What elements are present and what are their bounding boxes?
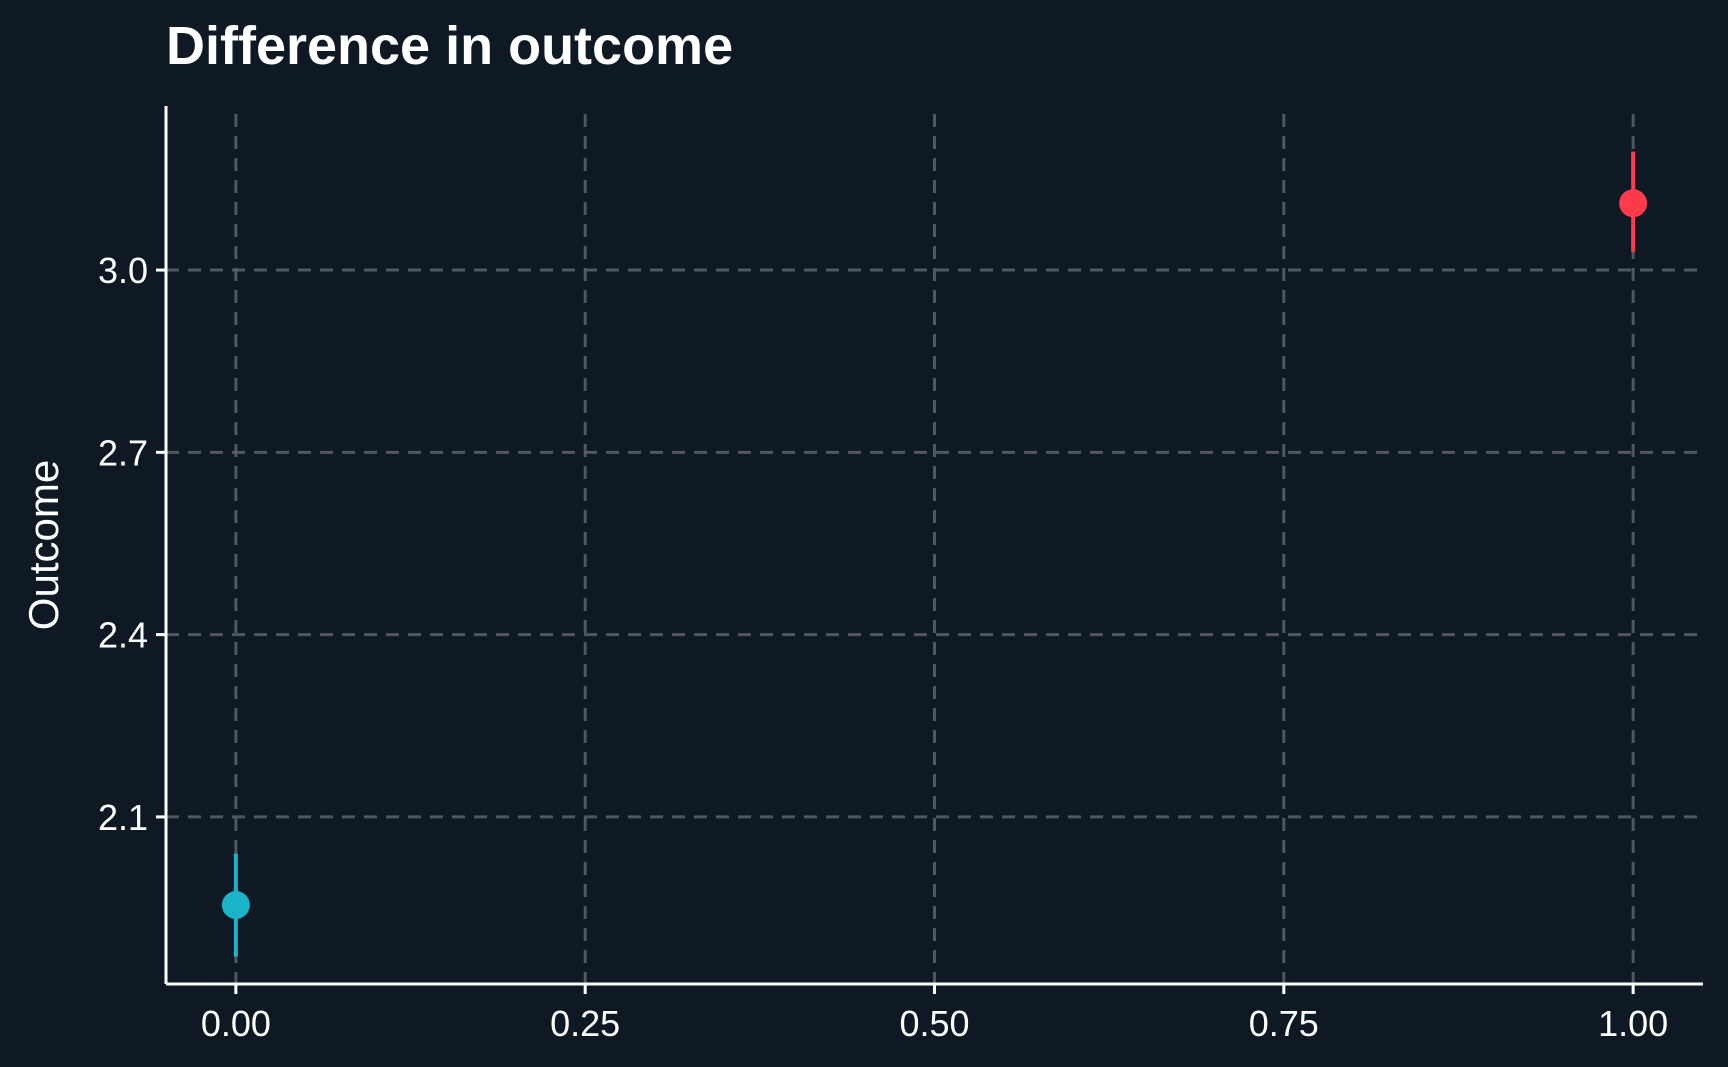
data-point xyxy=(221,891,250,920)
x-tick-label: 0.50 xyxy=(899,1003,969,1044)
grid-lines xyxy=(166,114,1703,984)
tick-labels: 2.1 2.4 2.7 3.0 0.00 0.25 0.50 0.75 1.00 xyxy=(98,250,1668,1044)
x-tick-label: 1.00 xyxy=(1598,1003,1668,1044)
y-tick-label: 2.4 xyxy=(98,615,148,656)
y-tick-label: 2.1 xyxy=(98,797,148,838)
x-tick-label: 0.25 xyxy=(550,1003,620,1044)
chart-title: Difference in outcome xyxy=(166,16,734,76)
x-tick-label: 0.00 xyxy=(201,1003,271,1044)
y-tick-label: 3.0 xyxy=(98,250,148,291)
y-axis-label: Outcome xyxy=(20,460,67,630)
data-points xyxy=(221,151,1648,957)
y-tick-label: 2.7 xyxy=(98,432,148,473)
data-point xyxy=(1619,189,1648,218)
axes xyxy=(156,106,1703,994)
x-tick-label: 0.75 xyxy=(1249,1003,1319,1044)
